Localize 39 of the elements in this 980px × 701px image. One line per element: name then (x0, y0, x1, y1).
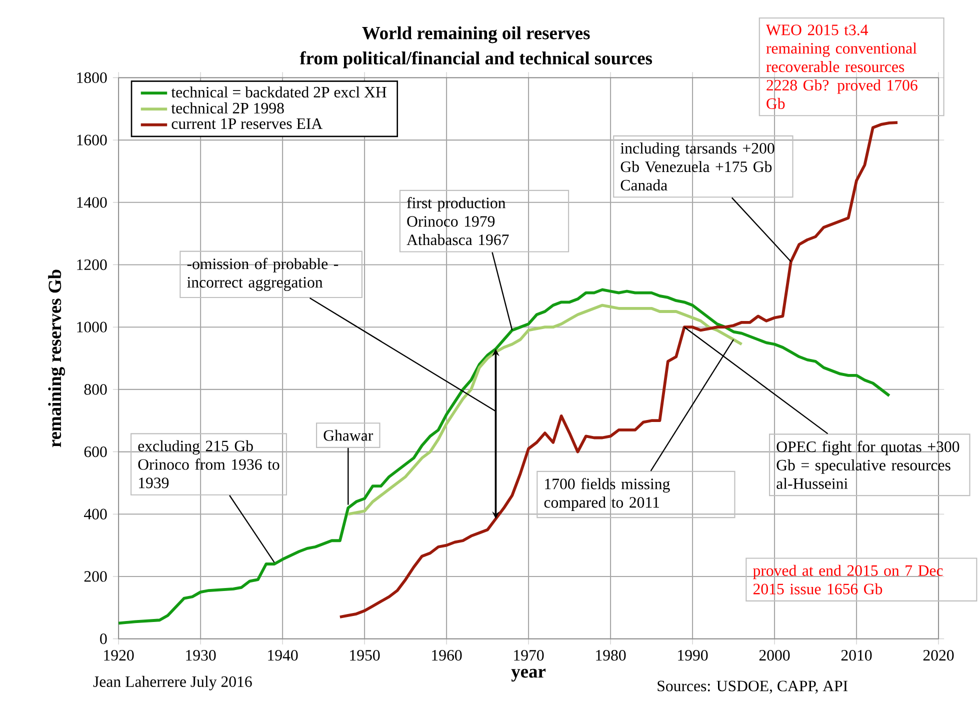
y-tick-label: 1600 (77, 134, 107, 146)
y-tick-label: 200 (84, 571, 107, 582)
x-tick-label: 1940 (268, 650, 298, 661)
x-tick-label: 1980 (596, 650, 626, 661)
x-tick-label: 2020 (923, 650, 954, 661)
legend-label: current 1P reserves EIA (172, 118, 322, 130)
x-tick-label: 2010 (841, 650, 872, 661)
x-tick-label: 1930 (186, 650, 216, 661)
x-tick-label: 1970 (514, 650, 544, 661)
annotation: Ghawar (324, 430, 374, 441)
annotation: WEO 2015 t3.4 remaining conventional recoverable resources 2228 Gb? proved 1706 Gb (766, 24, 918, 110)
y-tick-label: 800 (84, 384, 107, 395)
annotation: -omission of probable -incorrect aggregation (187, 258, 338, 292)
annotation: including tarsands +200 Gb Venezuela +175 Gb Canada (620, 142, 774, 191)
x-tick-label: 1920 (104, 650, 134, 661)
y-tick-label: 1200 (77, 260, 107, 270)
annotation: excluding 215 Gb Orinoco from 1936 to 1939 (138, 440, 280, 488)
legend-label: technical 2P 1998 (171, 102, 284, 114)
annotation: 1700 fields missing compared to 2011 (544, 478, 670, 512)
x-axis-title: year (511, 668, 546, 682)
annotation: proved at end 2015 on 7 Dec 2015 issue 1656 Gb (753, 564, 943, 594)
y-tick-label: 600 (84, 446, 107, 458)
x-tick-label: 1960 (432, 650, 462, 661)
y-tick-label: 1800 (77, 72, 107, 84)
x-tick-label: 1990 (678, 650, 708, 661)
y-tick-label: 1400 (77, 197, 107, 208)
y-tick-label: 0 (100, 634, 107, 644)
y-tick-label: 1000 (77, 322, 107, 333)
annotation: first production Orinoco 1979 Athabasca 1967 (406, 197, 509, 246)
x-tick-label: 1950 (350, 650, 380, 661)
text: Jean Laherrere July 2016 (93, 676, 252, 690)
y-tick-label: 400 (84, 508, 107, 520)
x-tick-label: 2000 (759, 650, 790, 661)
source-note: Sources: USDOE, CAPP, API (658, 680, 848, 694)
annotation: OPEC fight for quotas +300 Gb = speculative resources al-Husseini (776, 440, 960, 490)
chart-subtitle: from political/financial and technical sources (300, 51, 652, 68)
legend-label: technical = backdated 2P excl XH (171, 86, 386, 98)
chart-title: World remaining oil reserves (362, 26, 590, 44)
y-axis-title: remaining reserves Gb (48, 270, 65, 448)
